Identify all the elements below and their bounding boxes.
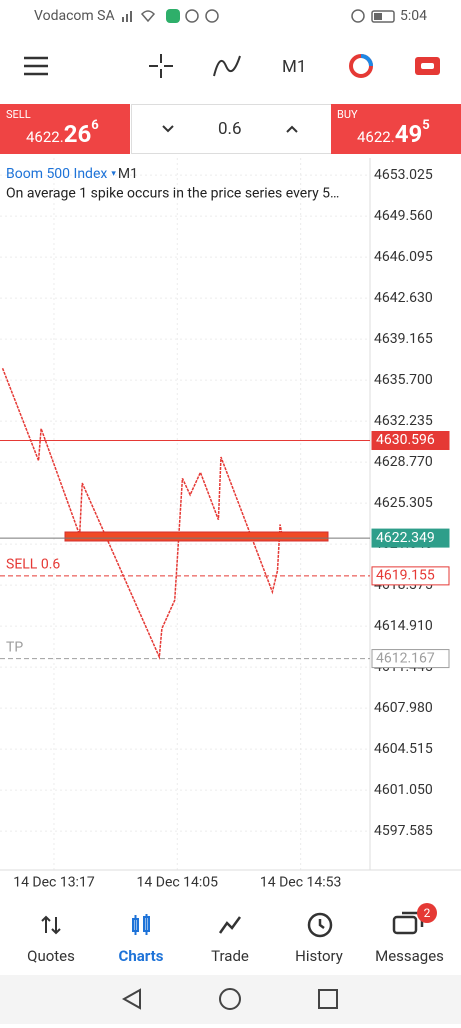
- y-tick-label: 4607.980: [374, 700, 433, 716]
- buy-price: 4622.495: [357, 118, 430, 148]
- nav-label: History: [295, 947, 343, 965]
- y-tick-label: 4628.770: [374, 454, 433, 470]
- price-chart[interactable]: 4653.025 4649.560 4646.095 4642.630 4639.165…: [0, 158, 461, 895]
- price-sup: 6: [91, 118, 99, 133]
- x-tick-label: 14 Dec 13:17: [13, 875, 95, 891]
- trade-icon: [218, 916, 242, 934]
- status-icons: [122, 9, 219, 23]
- price-tag: [371, 566, 450, 586]
- volume-control: 0.6: [131, 104, 332, 154]
- toolbar-icons: [24, 54, 440, 78]
- y-tick-label: 4597.585: [374, 823, 433, 839]
- nav-quotes[interactable]: Quotes: [5, 895, 97, 975]
- y-tick-label: 4625.305: [374, 495, 433, 511]
- nav-label: Trade: [211, 947, 249, 965]
- price-tag-label: 4630.596: [376, 432, 435, 448]
- y-tick-label: 4653.025: [374, 167, 433, 183]
- nav-label: Messages: [375, 947, 444, 965]
- status-right-icons: [351, 9, 395, 23]
- chart-type-button[interactable]: [349, 54, 373, 78]
- price-tag-label: 4622.349: [376, 530, 435, 546]
- buy-label: BUY: [337, 108, 358, 121]
- volume[interactable]: 0.6: [218, 119, 242, 139]
- increase-volume[interactable]: [284, 121, 300, 137]
- x-tick-label: 14 Dec 14:53: [260, 875, 341, 891]
- sell-label: SELL: [6, 108, 31, 121]
- back[interactable]: [121, 988, 141, 1010]
- indicators-button[interactable]: [213, 55, 241, 77]
- charts-icon: [132, 914, 150, 935]
- system-nav: [0, 975, 461, 1024]
- nav-charts[interactable]: Charts: [95, 895, 187, 975]
- price-tag: [371, 430, 450, 450]
- y-tick-label: 4649.560: [374, 208, 433, 224]
- price-tag: [371, 528, 450, 548]
- recents[interactable]: [318, 989, 338, 1009]
- history-icon: [307, 912, 333, 938]
- sell-button[interactable]: SELL 4622.266: [0, 104, 130, 154]
- nav-label: Quotes: [27, 947, 75, 965]
- toolbar: M1: [0, 32, 461, 102]
- quotes-icon: [41, 915, 61, 935]
- price-sup: 5: [422, 118, 430, 133]
- y-tick-label: 4639.165: [374, 331, 433, 347]
- nav-messages[interactable]: 2 Messages: [362, 895, 457, 975]
- y-tick-label: 4614.910: [374, 618, 433, 634]
- level-label: TP: [6, 639, 23, 655]
- decrease-volume[interactable]: [160, 121, 176, 137]
- crosshair-button[interactable]: [149, 54, 173, 78]
- timeframe: M1: [118, 166, 138, 182]
- dropdown-arrow: ▾: [111, 169, 116, 179]
- x-tick-label: 14 Dec 14:05: [137, 875, 219, 891]
- y-tick-label: 4646.095: [374, 249, 433, 265]
- level-label: SELL 0.6: [6, 557, 60, 573]
- symbol: Boom 500 Index: [6, 166, 107, 182]
- selected-object: [64, 531, 329, 542]
- clock: 5:04: [400, 8, 427, 24]
- price-big: 26: [63, 120, 92, 148]
- price-main: 4622.: [357, 128, 395, 146]
- status-bar: Vodacom SA 5:04: [0, 0, 461, 32]
- menu-button[interactable]: [24, 56, 48, 76]
- price-main: 4622.: [26, 128, 64, 146]
- buy-button[interactable]: BUY 4622.495: [331, 104, 461, 154]
- y-tick-label: 4635.700: [374, 372, 433, 388]
- price-line: [1, 367, 284, 660]
- y-tick-label: 4601.050: [374, 782, 433, 798]
- y-tick-label: 4632.235: [374, 413, 433, 429]
- y-tick-label: 4604.515: [374, 741, 433, 757]
- chart-header: Boom 500 Index ▾ M1: [6, 166, 138, 182]
- carrier: Vodacom SA: [34, 8, 115, 24]
- timeframe-button[interactable]: M1: [282, 57, 307, 77]
- nav-label: Charts: [118, 947, 164, 965]
- y-tick-label: 4642.630: [374, 290, 433, 306]
- system-buttons: [121, 988, 338, 1010]
- price-tag: [371, 649, 450, 669]
- nav-history[interactable]: History: [273, 895, 365, 975]
- chart-subtitle: On average 1 spike occurs in the price s…: [6, 186, 339, 202]
- home[interactable]: [219, 988, 241, 1010]
- price-tag-label: 4619.155: [376, 568, 435, 584]
- trade-button[interactable]: [415, 57, 440, 75]
- nav-trade[interactable]: Trade: [184, 895, 276, 975]
- sell-price: 4622.266: [26, 118, 99, 148]
- badge: 2: [417, 903, 437, 923]
- price-tag-label: 4612.167: [376, 650, 435, 666]
- bottom-nav: Quotes Charts Trade History 2 Messages: [0, 895, 461, 975]
- plot-background: [0, 158, 370, 870]
- price-big: 49: [394, 120, 423, 148]
- trade-panel: SELL 4622.266 0.6 BUY 4622.495: [0, 104, 461, 154]
